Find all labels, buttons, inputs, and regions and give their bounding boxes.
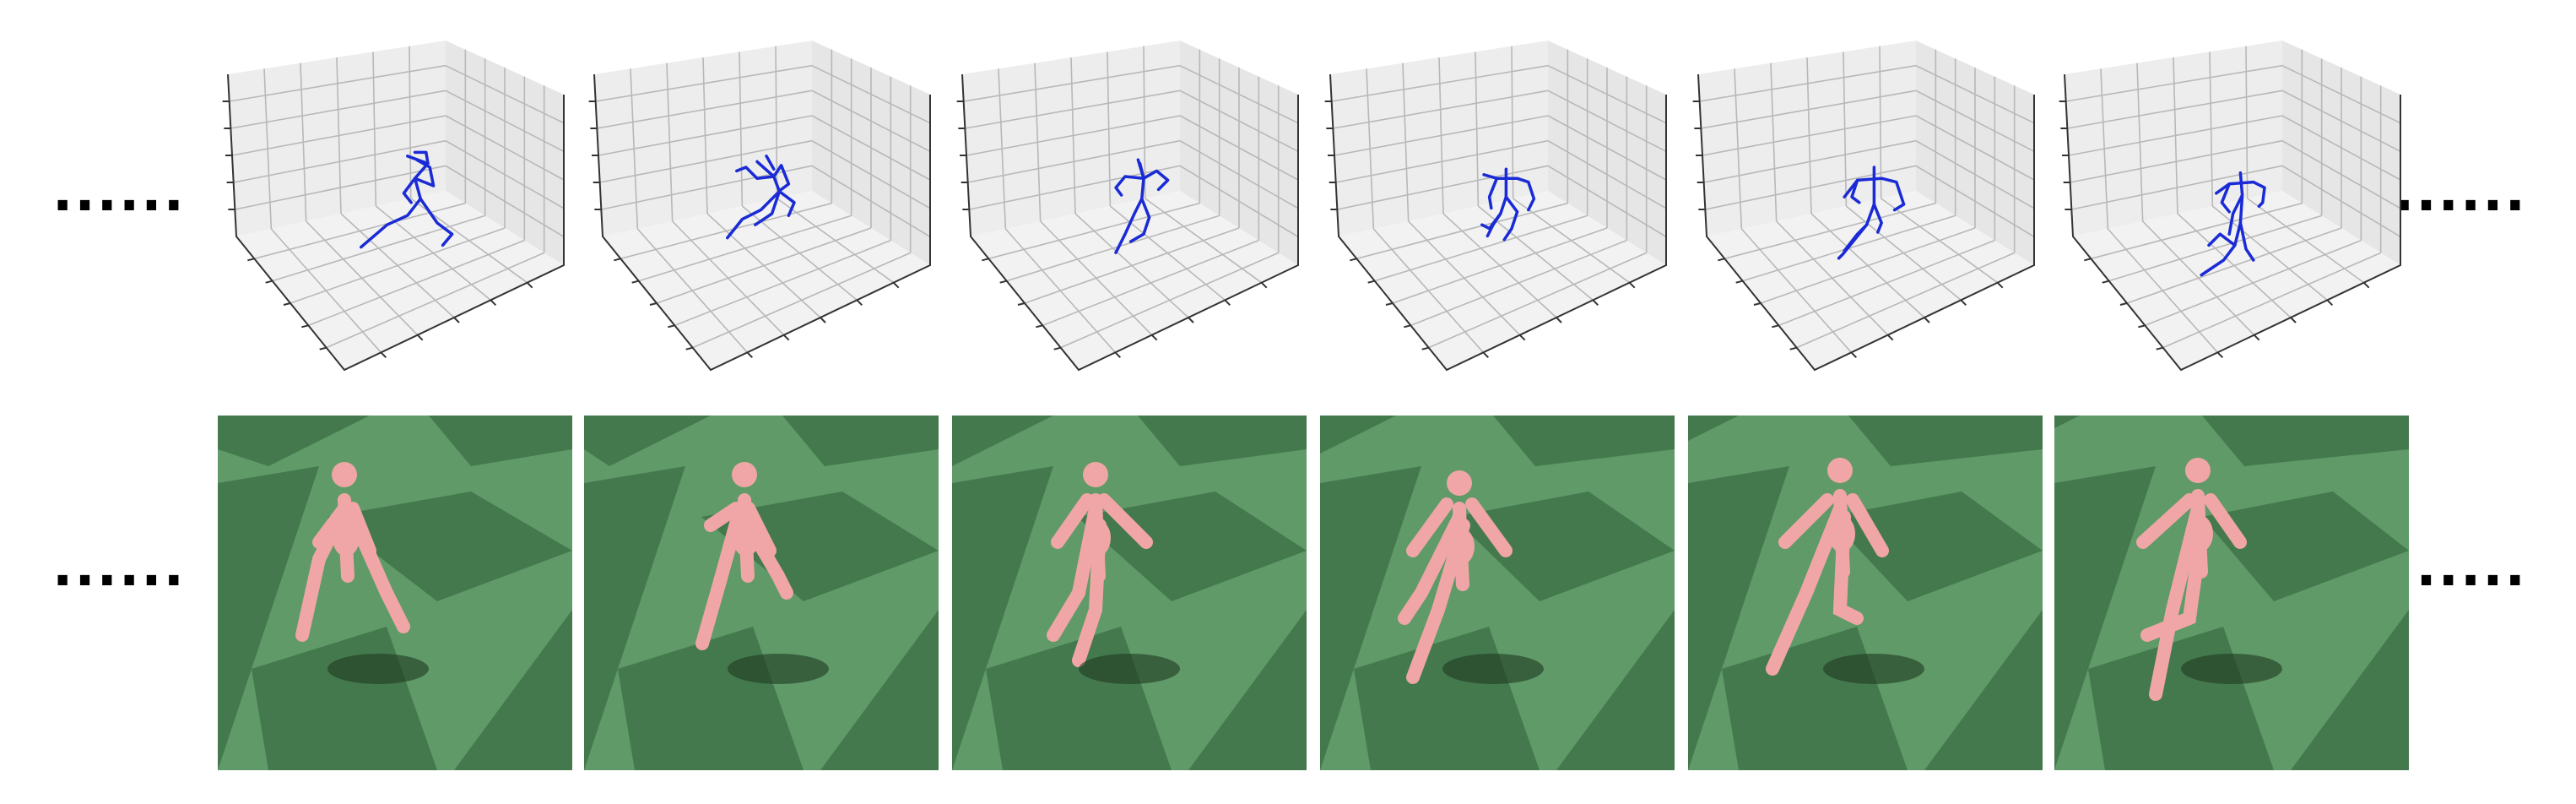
axis-ticks (1692, 100, 2004, 359)
gridlines (1699, 46, 2035, 353)
axes-3d-box (2059, 41, 2401, 372)
character-torso (733, 519, 760, 557)
render-frame-4 (1320, 416, 1675, 770)
axes-3d-box (956, 41, 1299, 372)
axis-ticks (222, 100, 533, 359)
skeleton-pose (2200, 171, 2266, 277)
skeleton-pose (726, 155, 796, 240)
back-left-pane (228, 41, 446, 236)
character-head (332, 462, 357, 487)
render-frame-6 (2054, 416, 2409, 770)
character-shadow (728, 654, 829, 684)
character-torso (333, 519, 360, 557)
render-frame-3 (952, 416, 1307, 770)
character-head (1447, 470, 1472, 496)
skeleton-plot-3 (952, 41, 1307, 412)
skeleton-pose (1480, 167, 1536, 242)
skeleton-pose (1114, 158, 1170, 254)
gridlines (1331, 46, 1667, 353)
gridlines (2065, 46, 2401, 353)
checkerboard-floor (1320, 416, 1675, 770)
skeleton-plot-6 (2054, 41, 2409, 412)
character-shadow (1823, 654, 1924, 684)
axis-lines (2064, 73, 2401, 372)
character-head (732, 462, 757, 487)
checkerboard-floor (584, 416, 939, 770)
skeleton-plot-2 (584, 41, 939, 412)
character-torso (1828, 515, 1855, 552)
character-torso (1448, 528, 1475, 565)
character-torso (1084, 519, 1111, 557)
character-shadow (327, 654, 429, 684)
character-head (1083, 462, 1108, 487)
ellipsis-top-right: ...... (2394, 161, 2527, 224)
character-shadow (2181, 654, 2282, 684)
character-shadow (1079, 654, 1180, 684)
skeleton-plot-1 (218, 41, 572, 412)
ellipsis-bottom-left: ...... (52, 536, 186, 599)
checkerboard-floor (952, 416, 1307, 770)
axis-ticks (1324, 100, 1636, 359)
render-frame-5 (1688, 416, 2043, 770)
ellipsis-bottom-right: ...... (2394, 536, 2527, 599)
axes-3d-box (222, 41, 565, 372)
gridlines (963, 46, 1299, 353)
gridlines (595, 46, 931, 353)
skeleton-plot-5 (1688, 41, 2043, 412)
back-left-pane (962, 41, 1180, 236)
checkerboard-floor (1688, 416, 2043, 770)
back-left-pane (1698, 41, 1916, 236)
skeleton-pose (360, 150, 454, 249)
character-head (2185, 458, 2211, 483)
checkerboard-floor (2054, 416, 2409, 770)
render-frame-1 (218, 416, 572, 770)
axes-3d-box (1324, 41, 1667, 372)
checkerboard-floor (218, 416, 572, 770)
axes-3d-box (588, 41, 931, 372)
character-shadow (1442, 654, 1544, 684)
character-torso (2186, 515, 2213, 552)
character-head (1827, 458, 1853, 483)
axis-ticks (956, 100, 1268, 359)
back-left-pane (594, 41, 812, 236)
axis-ticks (2059, 100, 2370, 359)
render-frame-2 (584, 416, 939, 770)
skeleton-pose (1837, 166, 1906, 260)
gridlines (229, 46, 565, 353)
axis-ticks (588, 100, 900, 359)
axis-lines (593, 73, 931, 372)
skeleton-plot-4 (1320, 41, 1675, 412)
ellipsis-top-left: ...... (52, 161, 186, 224)
axes-3d-box (1692, 41, 2035, 372)
